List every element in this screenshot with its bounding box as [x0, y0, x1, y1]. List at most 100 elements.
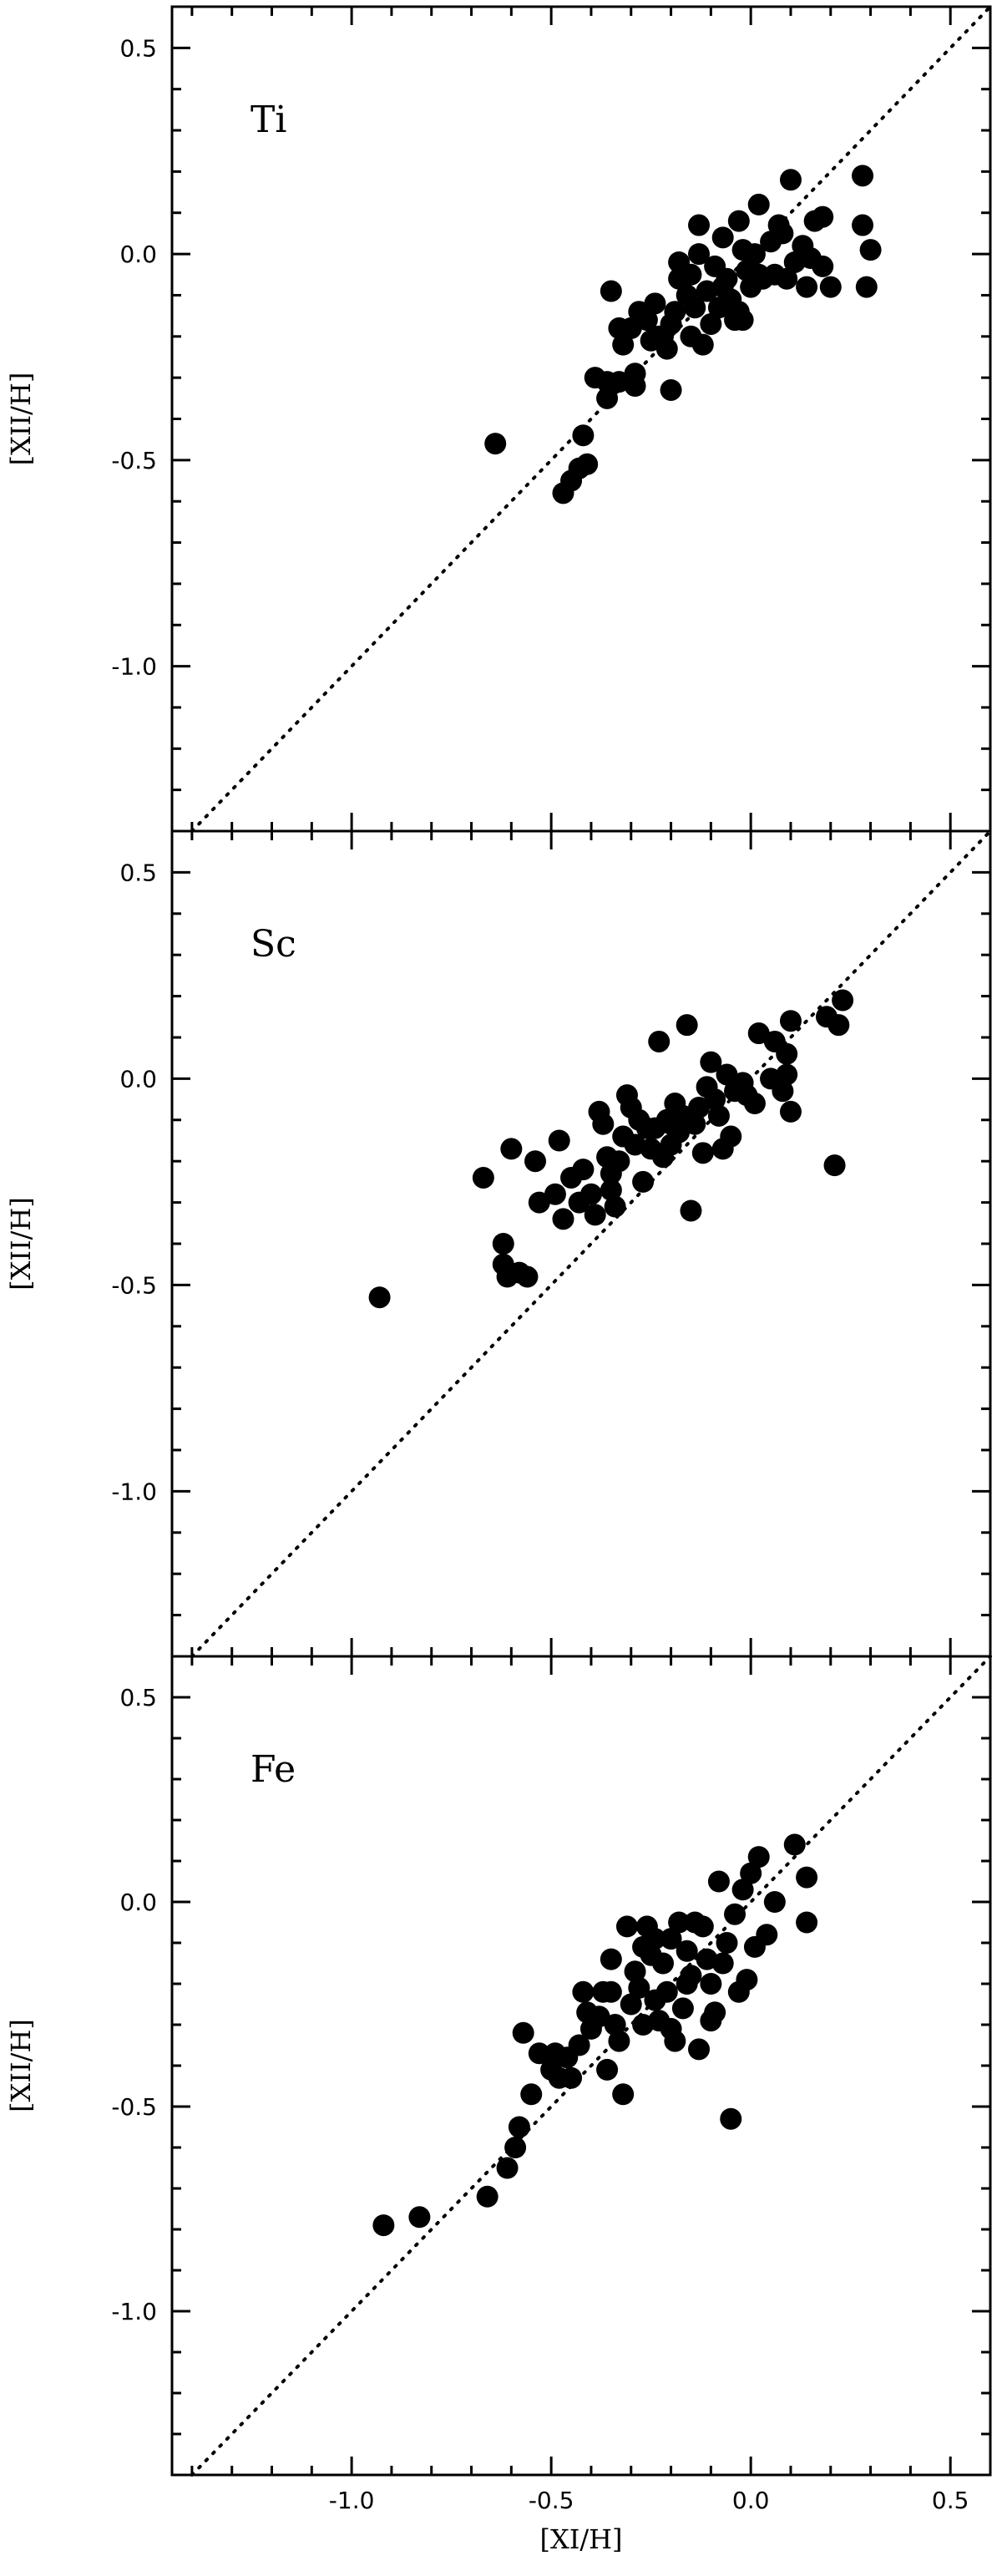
data-point: [604, 2014, 626, 2036]
x-tick-label: 0.0: [732, 2487, 770, 2514]
y-tick-label: -0.5: [111, 2093, 157, 2121]
y-tick-label: -0.5: [111, 447, 157, 474]
data-point: [568, 2034, 590, 2056]
data-point: [676, 1014, 698, 1037]
data-point: [812, 255, 834, 277]
data-point: [671, 1997, 694, 2020]
data-point: [512, 2021, 534, 2044]
data-point: [680, 263, 702, 286]
data-point: [548, 1129, 570, 1152]
x-axis-title: [XI/H]: [539, 2523, 622, 2555]
data-point: [776, 267, 798, 290]
data-point: [572, 1159, 595, 1181]
data-point: [700, 2010, 722, 2032]
y-tick-label: -1.0: [111, 653, 157, 681]
data-point: [544, 1183, 566, 1205]
data-point: [772, 222, 794, 245]
y-axis-title: [XII/H]: [5, 2019, 37, 2112]
data-point: [720, 2107, 742, 2130]
data-point: [588, 2006, 610, 2028]
data-point: [572, 1980, 595, 2003]
y-tick-label: 0.5: [119, 1684, 157, 1711]
data-point: [652, 1952, 674, 1975]
y-axis-title: [XII/H]: [5, 373, 37, 466]
data-point: [796, 1911, 818, 1934]
data-point: [796, 276, 818, 298]
y-axis-title: [XII/H]: [5, 1197, 37, 1291]
data-point: [644, 292, 666, 315]
data-point: [763, 1891, 786, 1913]
data-point: [852, 214, 874, 236]
data-point: [628, 1976, 650, 1999]
data-point: [704, 1088, 726, 1111]
data-point: [648, 325, 671, 347]
data-point: [684, 297, 706, 319]
one-to-one-line: [190, 5, 992, 833]
data-point: [700, 1051, 722, 1073]
data-point: [707, 1870, 730, 1893]
data-point: [520, 2083, 543, 2106]
data-point: [635, 309, 658, 332]
data-point: [756, 1924, 778, 1946]
data-point: [691, 333, 714, 356]
data-point: [783, 1833, 806, 1856]
data-point: [832, 989, 854, 1012]
data-point: [688, 2038, 711, 2061]
data-point: [600, 1163, 622, 1185]
data-point: [516, 1265, 539, 1288]
data-point: [823, 1154, 846, 1177]
data-point: [615, 1915, 638, 1938]
y-tick-label: -1.0: [111, 2298, 157, 2325]
data-point: [779, 169, 802, 191]
data-point: [684, 1113, 706, 1135]
data-point: [604, 1195, 626, 1218]
data-point: [819, 276, 842, 298]
data-point: [600, 1948, 622, 1970]
y-tick-label: 0.0: [119, 1065, 157, 1093]
panel-element-label: Ti: [250, 99, 286, 141]
one-to-one-line: [190, 1655, 992, 2477]
data-point: [855, 276, 878, 298]
y-tick-label: 0.5: [119, 34, 157, 62]
x-tick-label: -1.0: [329, 2487, 375, 2514]
data-point: [668, 1911, 691, 1934]
data-point: [600, 1980, 622, 2003]
data-point: [736, 1969, 758, 1991]
panel-fe: 0.5 0.0 -0.5 -1.0 -1.0 -0.5 0.0 0.5 [XI/H] [XII/H…: [5, 1655, 992, 2555]
data-point: [660, 378, 682, 401]
data-point: [740, 1862, 762, 1884]
y-tick-label: 0.5: [119, 859, 157, 886]
data-point: [779, 1100, 802, 1123]
data-point: [620, 317, 642, 339]
data-point: [660, 2017, 682, 2040]
data-point: [624, 1960, 646, 1983]
data-point: [368, 1286, 391, 1309]
data-point: [852, 165, 874, 187]
data-point: [747, 1846, 770, 1869]
data-point: [528, 2042, 550, 2065]
data-point: [772, 1080, 794, 1103]
data-point: [648, 1030, 671, 1052]
one-to-one-line: [190, 829, 992, 1658]
data-point: [731, 1879, 754, 1901]
data-point: [664, 301, 686, 323]
data-point: [596, 2058, 619, 2081]
data-point: [727, 210, 750, 232]
data-point: [731, 309, 754, 332]
data-point: [660, 1928, 682, 1950]
data-point: [676, 1940, 698, 1962]
data-point: [576, 453, 599, 475]
data-point: [688, 243, 711, 266]
data-point: [711, 226, 734, 249]
data-point: [711, 276, 734, 298]
data-point: [660, 1113, 682, 1135]
data-point: [500, 1138, 523, 1160]
data-point: [579, 1183, 602, 1205]
y-tick-label: 0.0: [119, 241, 157, 268]
data-point: [743, 243, 766, 266]
data-point: [720, 1125, 742, 1148]
data-point: [560, 2066, 583, 2089]
data-point: [528, 1191, 550, 1214]
panel-element-label: Fe: [250, 1748, 296, 1791]
